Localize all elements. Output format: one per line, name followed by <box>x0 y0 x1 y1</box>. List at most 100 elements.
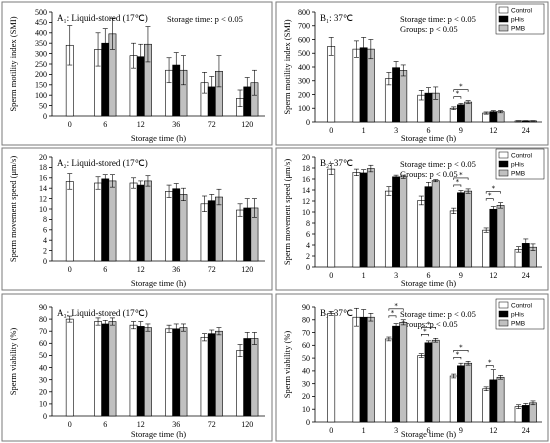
y-axis-label: Sperm movement speed (μm/s) <box>282 159 292 265</box>
y-tick-label: 30 <box>39 375 47 384</box>
legend: Control pHis PMB <box>495 298 545 330</box>
significance-star: * <box>456 178 460 186</box>
y-tick-label: 60 <box>39 339 47 348</box>
legend-label-phis: pHis <box>511 312 525 319</box>
bar-control <box>384 190 393 268</box>
bar-control <box>482 388 491 423</box>
bar-phis <box>392 325 400 423</box>
x-axis-label: Storage time (h) <box>131 278 186 288</box>
y-tick-label: 80 <box>302 316 310 325</box>
legend-label-pmb: PMB <box>511 26 525 33</box>
bar-phis <box>172 328 181 417</box>
bar-pmb <box>366 48 375 123</box>
y-tick-label: 400 <box>35 29 47 38</box>
bar-control <box>236 350 244 417</box>
bar-phis <box>457 192 465 268</box>
significance-bracket <box>421 334 429 337</box>
bar-control <box>449 375 458 423</box>
legend: Control pHis PMB <box>495 3 545 35</box>
bar-phis <box>359 172 368 268</box>
y-tick-label: 40 <box>302 367 310 376</box>
legend-swatch-pmb <box>498 169 509 177</box>
bar-phis <box>392 176 400 268</box>
significance-star: * <box>456 350 460 358</box>
bar-pmb <box>399 176 408 268</box>
y-tick-label: 18 <box>302 164 310 173</box>
legend-label-pmb: PMB <box>511 321 525 328</box>
y-tick-label: 20 <box>39 388 47 397</box>
y-tick-label: 250 <box>35 60 47 69</box>
significance-star: * <box>427 320 431 328</box>
panel-frame <box>1 147 273 291</box>
y-tick-label: 600 <box>298 35 310 44</box>
x-tick-label: 120 <box>241 420 253 429</box>
bar-phis <box>489 111 498 123</box>
x-axis-label: Storage time (h) <box>401 278 456 288</box>
bar-pmb <box>179 327 188 417</box>
bar-control <box>165 328 173 417</box>
panel-frame <box>275 1 549 146</box>
bar-control <box>384 338 393 423</box>
x-tick-label: 120 <box>241 120 253 129</box>
x-tick-label: 0 <box>68 120 72 129</box>
legend-swatch-phis <box>498 160 509 168</box>
y-tick-label: 20 <box>302 153 310 162</box>
panel-frame <box>275 293 549 442</box>
bar-pmb <box>431 339 440 423</box>
bar-control <box>449 210 458 268</box>
x-tick-label: 72 <box>208 420 216 429</box>
y-tick-label: 70 <box>39 327 47 336</box>
y-tick-label: 90 <box>39 303 47 312</box>
legend-label-control: Control <box>511 8 533 15</box>
bar-control <box>384 78 393 123</box>
x-axis-label: Storage time (h) <box>401 133 456 143</box>
bar-phis <box>359 316 368 423</box>
significance-star: * <box>459 171 463 179</box>
bar-control <box>352 316 361 423</box>
y-tick-label: 300 <box>298 77 310 86</box>
y-tick-label: 16 <box>302 175 310 184</box>
y-tick-label: 14 <box>302 186 310 195</box>
y-axis-label: Sperm motility index (SMI) <box>282 19 292 114</box>
x-axis-label: Storage time (h) <box>131 429 186 439</box>
legend-label-pmb: PMB <box>511 171 525 178</box>
x-tick-label: 6 <box>427 126 431 135</box>
x-tick-label: 1 <box>362 126 366 135</box>
y-tick-label: 200 <box>298 90 310 99</box>
y-axis-label: Sperm viability (%) <box>282 331 292 399</box>
significance-bracket <box>453 350 469 353</box>
y-tick-label: 90 <box>302 303 310 312</box>
y-tick-label: 500 <box>298 49 310 58</box>
panel-title: B₃: 37℃ <box>320 308 353 318</box>
panel-title: B₁: 37℃ <box>320 13 353 23</box>
y-tick-label: 400 <box>298 63 310 72</box>
x-tick-label: 0 <box>329 426 333 435</box>
bar-control <box>417 355 426 423</box>
y-tick-label: 8 <box>43 215 47 224</box>
y-tick-label: 50 <box>39 101 47 110</box>
bar-control <box>129 324 138 417</box>
bar-control <box>352 48 361 123</box>
x-tick-label: 24 <box>522 271 530 280</box>
y-tick-label: 12 <box>302 197 310 206</box>
legend-swatch-pmb <box>498 319 509 327</box>
bar-pmb <box>144 327 152 417</box>
legend-swatch-phis <box>498 15 509 23</box>
bar-control <box>327 46 336 123</box>
panel-frame <box>1 293 273 442</box>
y-tick-label: 0 <box>43 112 47 121</box>
y-tick-label: 0 <box>43 257 47 266</box>
bar-pmb <box>529 402 537 423</box>
bar-control <box>449 107 458 123</box>
x-tick-label: 24 <box>522 126 530 135</box>
y-tick-label: 10 <box>39 400 47 409</box>
x-tick-label: 72 <box>208 120 216 129</box>
x-axis-label: Storage time (h) <box>401 429 456 439</box>
significance-star: * <box>488 192 492 200</box>
bar-pmb <box>464 101 473 123</box>
bar-control <box>327 313 336 423</box>
